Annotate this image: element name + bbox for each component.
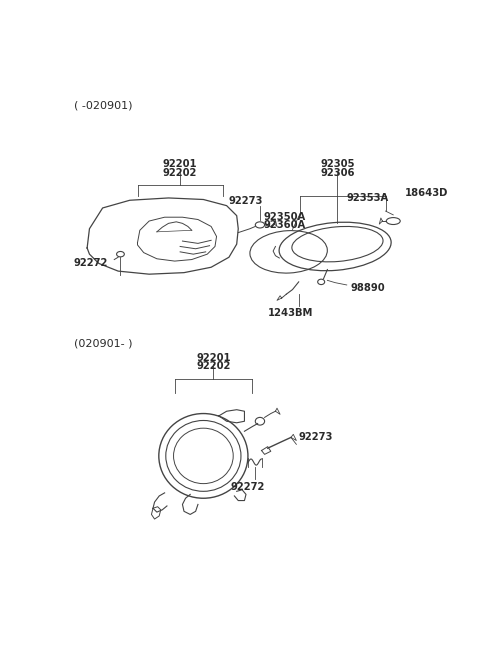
Text: 92201: 92201	[196, 353, 231, 363]
Text: ( -020901): ( -020901)	[74, 100, 132, 110]
Text: 92201: 92201	[163, 159, 197, 170]
Text: 92305: 92305	[320, 159, 355, 170]
Text: 1243BM: 1243BM	[268, 309, 313, 318]
Text: (020901- ): (020901- )	[74, 339, 132, 349]
Text: 92360A: 92360A	[264, 220, 306, 231]
Text: 92272: 92272	[230, 481, 265, 492]
Text: 92272: 92272	[74, 259, 108, 269]
Text: 92273: 92273	[299, 432, 333, 441]
Text: 18643D: 18643D	[405, 187, 448, 198]
Text: 92306: 92306	[320, 168, 355, 178]
Text: 98890: 98890	[350, 283, 385, 293]
Text: 92202: 92202	[196, 361, 230, 371]
Text: 92353A: 92353A	[347, 193, 389, 203]
Text: 92202: 92202	[163, 168, 197, 178]
Text: 92273: 92273	[229, 196, 264, 206]
Text: 92350A: 92350A	[264, 212, 306, 222]
